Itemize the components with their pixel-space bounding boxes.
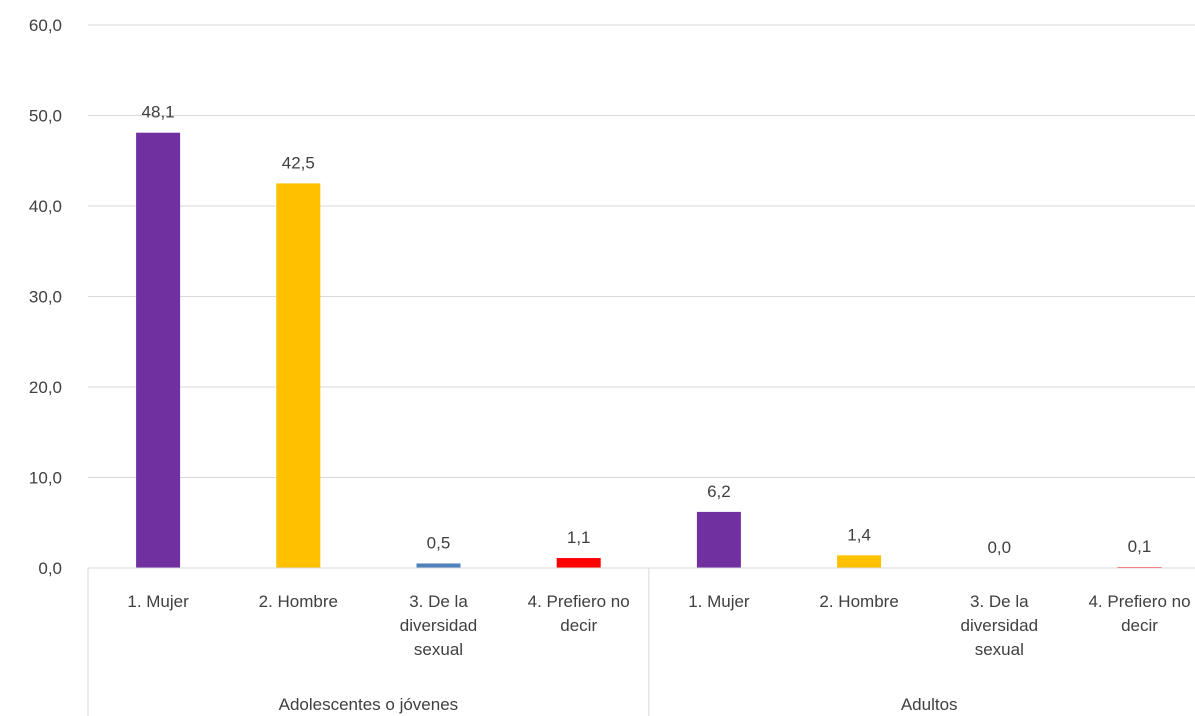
category-label-line: 1. Mujer — [688, 592, 750, 611]
category-label-line: decir — [560, 616, 597, 635]
bars — [136, 132, 1162, 568]
bar — [696, 511, 741, 568]
category-label-line: 3. De la — [970, 592, 1029, 611]
data-labels: 48,1 42,5 0,5 1,1 6,2 1,4 0,0 0,1 — [142, 103, 1152, 557]
data-label: 6,2 — [707, 482, 731, 501]
x-axis — [87, 567, 1195, 716]
group-label: Adolescentes o jóvenes — [279, 695, 459, 714]
gridlines — [88, 24, 1195, 478]
category-label: 2. Hombre — [819, 592, 898, 611]
x-axis-group-labels: Adolescentes o jóvenes Adultos — [279, 695, 958, 714]
bar — [556, 558, 601, 568]
data-label: 48,1 — [142, 103, 175, 122]
bar — [837, 555, 882, 568]
data-label: 0,1 — [1128, 537, 1152, 556]
category-label-line: 1. Mujer — [127, 592, 189, 611]
category-label-line: sexual — [975, 640, 1024, 659]
y-axis-tick-labels: 0,0 10,0 20,0 30,0 40,0 50,0 60,0 — [29, 16, 62, 578]
data-label: 1,1 — [567, 528, 591, 547]
category-label-line: diversidad — [961, 616, 1039, 635]
y-tick-label: 20,0 — [29, 378, 62, 397]
y-tick-label: 60,0 — [29, 16, 62, 35]
category-label-line: sexual — [414, 640, 463, 659]
group-label: Adultos — [901, 695, 958, 714]
y-tick-label: 40,0 — [29, 197, 62, 216]
category-label: 2. Hombre — [259, 592, 338, 611]
category-label: 4. Prefiero no decir — [528, 592, 630, 635]
category-label-line: 2. Hombre — [259, 592, 338, 611]
bar — [416, 563, 461, 568]
bar — [136, 132, 181, 568]
data-label: 0,0 — [987, 538, 1011, 557]
data-label: 42,5 — [282, 153, 315, 172]
y-tick-label: 10,0 — [29, 469, 62, 488]
category-label: 4. Prefiero no decir — [1088, 592, 1190, 635]
x-axis-category-labels: 1. Mujer 2. Hombre 3. De la diversidad sexua… — [127, 592, 1190, 659]
category-label-line: 4. Prefiero no — [1088, 592, 1190, 611]
category-label-line: 3. De la — [409, 592, 468, 611]
category-label-line: 4. Prefiero no — [528, 592, 630, 611]
bar — [276, 183, 321, 568]
category-label-line: decir — [1121, 616, 1158, 635]
category-label-line: 2. Hombre — [819, 592, 898, 611]
data-label: 0,5 — [427, 533, 451, 552]
category-label: 3. De la diversidad sexual — [400, 592, 478, 659]
y-tick-label: 30,0 — [29, 288, 62, 307]
category-label-line: diversidad — [400, 616, 478, 635]
category-label: 3. De la diversidad sexual — [961, 592, 1039, 659]
y-tick-label: 50,0 — [29, 107, 62, 126]
category-label: 1. Mujer — [688, 592, 750, 611]
category-label: 1. Mujer — [127, 592, 189, 611]
data-label: 1,4 — [847, 525, 871, 544]
y-tick-label: 0,0 — [38, 559, 62, 578]
